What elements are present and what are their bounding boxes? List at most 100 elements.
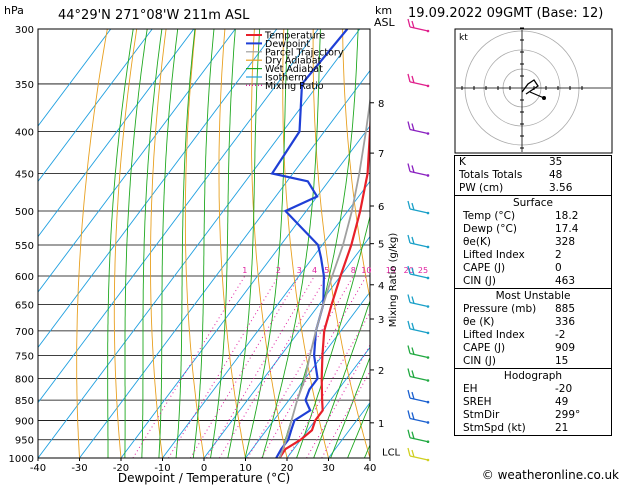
- lcl-label: LCL: [382, 448, 401, 459]
- isotherm-line: [286, 346, 370, 458]
- km-tick-label: 5: [378, 240, 384, 251]
- most-unstable-row: θe (K) 336: [459, 316, 611, 329]
- wind-barb-flag: [407, 447, 411, 457]
- index-value: 48: [549, 169, 563, 181]
- surface-label: Temp (°C): [463, 210, 516, 222]
- hodograph: kt: [454, 27, 613, 154]
- wet-adiabat-line: [192, 29, 215, 458]
- legend-label: Wet Adiabat: [265, 64, 323, 75]
- wind-barb: [407, 234, 430, 249]
- hodograph-value: 49: [555, 396, 569, 408]
- mixing-ratio-line: [189, 275, 300, 458]
- hodograph-box: Hodograph EH -20 SREH 49 StmDir 299° StmSpd (k…: [455, 368, 611, 435]
- indices-table: K 35 Totals Totals 48 PW (cm) 3.56 Surface Te…: [454, 155, 612, 436]
- hodograph-label: StmSpd (kt): [463, 422, 526, 434]
- wet-adiabat-line: [227, 29, 261, 458]
- wind-barb-flag: [411, 370, 415, 378]
- km-tick-label: 6: [378, 202, 384, 213]
- wind-barb-flag: [411, 20, 415, 29]
- mixing-ratio-line: [167, 275, 279, 458]
- dry-adiabat-line: [282, 29, 329, 458]
- wet-adiabat-line: [158, 29, 179, 458]
- surface-label: CAPE (J): [463, 262, 506, 274]
- wet-adiabat-line: [107, 29, 134, 458]
- wind-barb-flag: [411, 431, 415, 439]
- wind-barb-dot: [426, 132, 430, 135]
- dry-adiabat-line: [342, 29, 370, 301]
- dry-adiabat-line: [312, 29, 370, 458]
- wind-barb: [407, 265, 430, 280]
- index-label: PW (cm): [459, 182, 504, 194]
- km-tick-label: 7: [378, 149, 384, 160]
- wind-barb-flag: [407, 234, 411, 244]
- wind-barb-dot: [426, 29, 430, 33]
- dry-adiabat-line: [150, 29, 167, 458]
- wind-barb-staff: [409, 26, 429, 32]
- x-tick-label: -20: [113, 463, 129, 474]
- wind-barb-dot: [426, 276, 430, 280]
- surface-box: Surface Temp (°C) 18.2 Dewp (°C) 17.4 θe(K) 3…: [455, 195, 611, 288]
- most-unstable-label: CAPE (J): [463, 342, 506, 354]
- km-label: km: [375, 4, 393, 17]
- wind-barb-dot: [426, 245, 430, 249]
- mixing-ratio-line: [287, 311, 370, 458]
- hodograph-label: SREH: [463, 396, 492, 408]
- wind-barb-dot: [426, 305, 430, 308]
- wind-barb-flag: [411, 123, 415, 131]
- asl-label: ASL: [374, 16, 395, 29]
- legend-label: Parcel Trajectory: [265, 47, 344, 58]
- wind-barb-staff: [409, 328, 429, 334]
- pressure-unit-label: hPa: [4, 4, 24, 17]
- surface-row: Dewp (°C) 17.4: [459, 223, 611, 236]
- mixing-ratio-line: [306, 344, 370, 458]
- index-label: K: [459, 156, 466, 168]
- wind-barb-flag: [407, 345, 411, 354]
- mixing-ratio-label: 2: [276, 266, 281, 275]
- surface-value: 463: [555, 275, 576, 287]
- footer-credit: © weatheronline.co.uk: [481, 468, 619, 482]
- pressure-tick-label: 950: [15, 436, 34, 447]
- wind-barb-flag: [407, 18, 411, 28]
- plot-area: [38, 29, 370, 458]
- location-title: 44°29'N 271°08'W 211m ASL: [58, 8, 250, 23]
- wind-barb-flag: [411, 236, 415, 245]
- pressure-tick-label: 400: [15, 128, 34, 139]
- wind-barb: [407, 429, 430, 444]
- x-tick-label: 0: [201, 463, 207, 474]
- pressure-tick-label: 900: [15, 416, 34, 427]
- mixing-ratio-label: 5: [324, 266, 329, 275]
- index-row: K 35: [455, 156, 611, 169]
- wind-barb-dot: [426, 440, 430, 444]
- surface-label: Lifted Index: [463, 249, 525, 261]
- wind-barb-flag: [411, 391, 415, 400]
- wind-barb: [407, 121, 430, 135]
- pressure-tick-label: 700: [15, 327, 34, 338]
- wind-barb-staff: [409, 375, 429, 382]
- wind-barb-staff: [409, 301, 429, 308]
- surface-value: 17.4: [555, 223, 579, 235]
- wet-adiabat-line: [261, 29, 321, 458]
- pressure-tick-label: 500: [15, 207, 34, 218]
- most-unstable-value: 909: [555, 342, 576, 354]
- most-unstable-label: Pressure (mb): [463, 303, 537, 315]
- x-tick-label: -30: [71, 463, 87, 474]
- hodograph-unit-label: kt: [459, 33, 468, 43]
- x-tick-label: -40: [30, 463, 46, 474]
- wet-adiabat-line: [210, 29, 236, 458]
- wet-adiabat-line: [296, 214, 370, 458]
- isotherm-line: [38, 29, 361, 458]
- hodograph-frame: [454, 28, 613, 154]
- wind-barb-dot: [426, 458, 430, 462]
- surface-value: 18.2: [555, 210, 579, 222]
- legend-label: Isotherm: [265, 73, 307, 84]
- isotherm-line: [38, 29, 195, 238]
- storm-motion-point: [542, 96, 546, 100]
- wind-barb: [407, 73, 430, 88]
- hodograph-trace: [521, 79, 539, 95]
- wind-barb-dot: [426, 174, 430, 177]
- wet-adiabat-line: [279, 29, 359, 458]
- index-label: Totals Totals: [459, 169, 523, 181]
- wind-barb-dot: [426, 356, 430, 359]
- most-unstable-label: θe (K): [463, 316, 495, 328]
